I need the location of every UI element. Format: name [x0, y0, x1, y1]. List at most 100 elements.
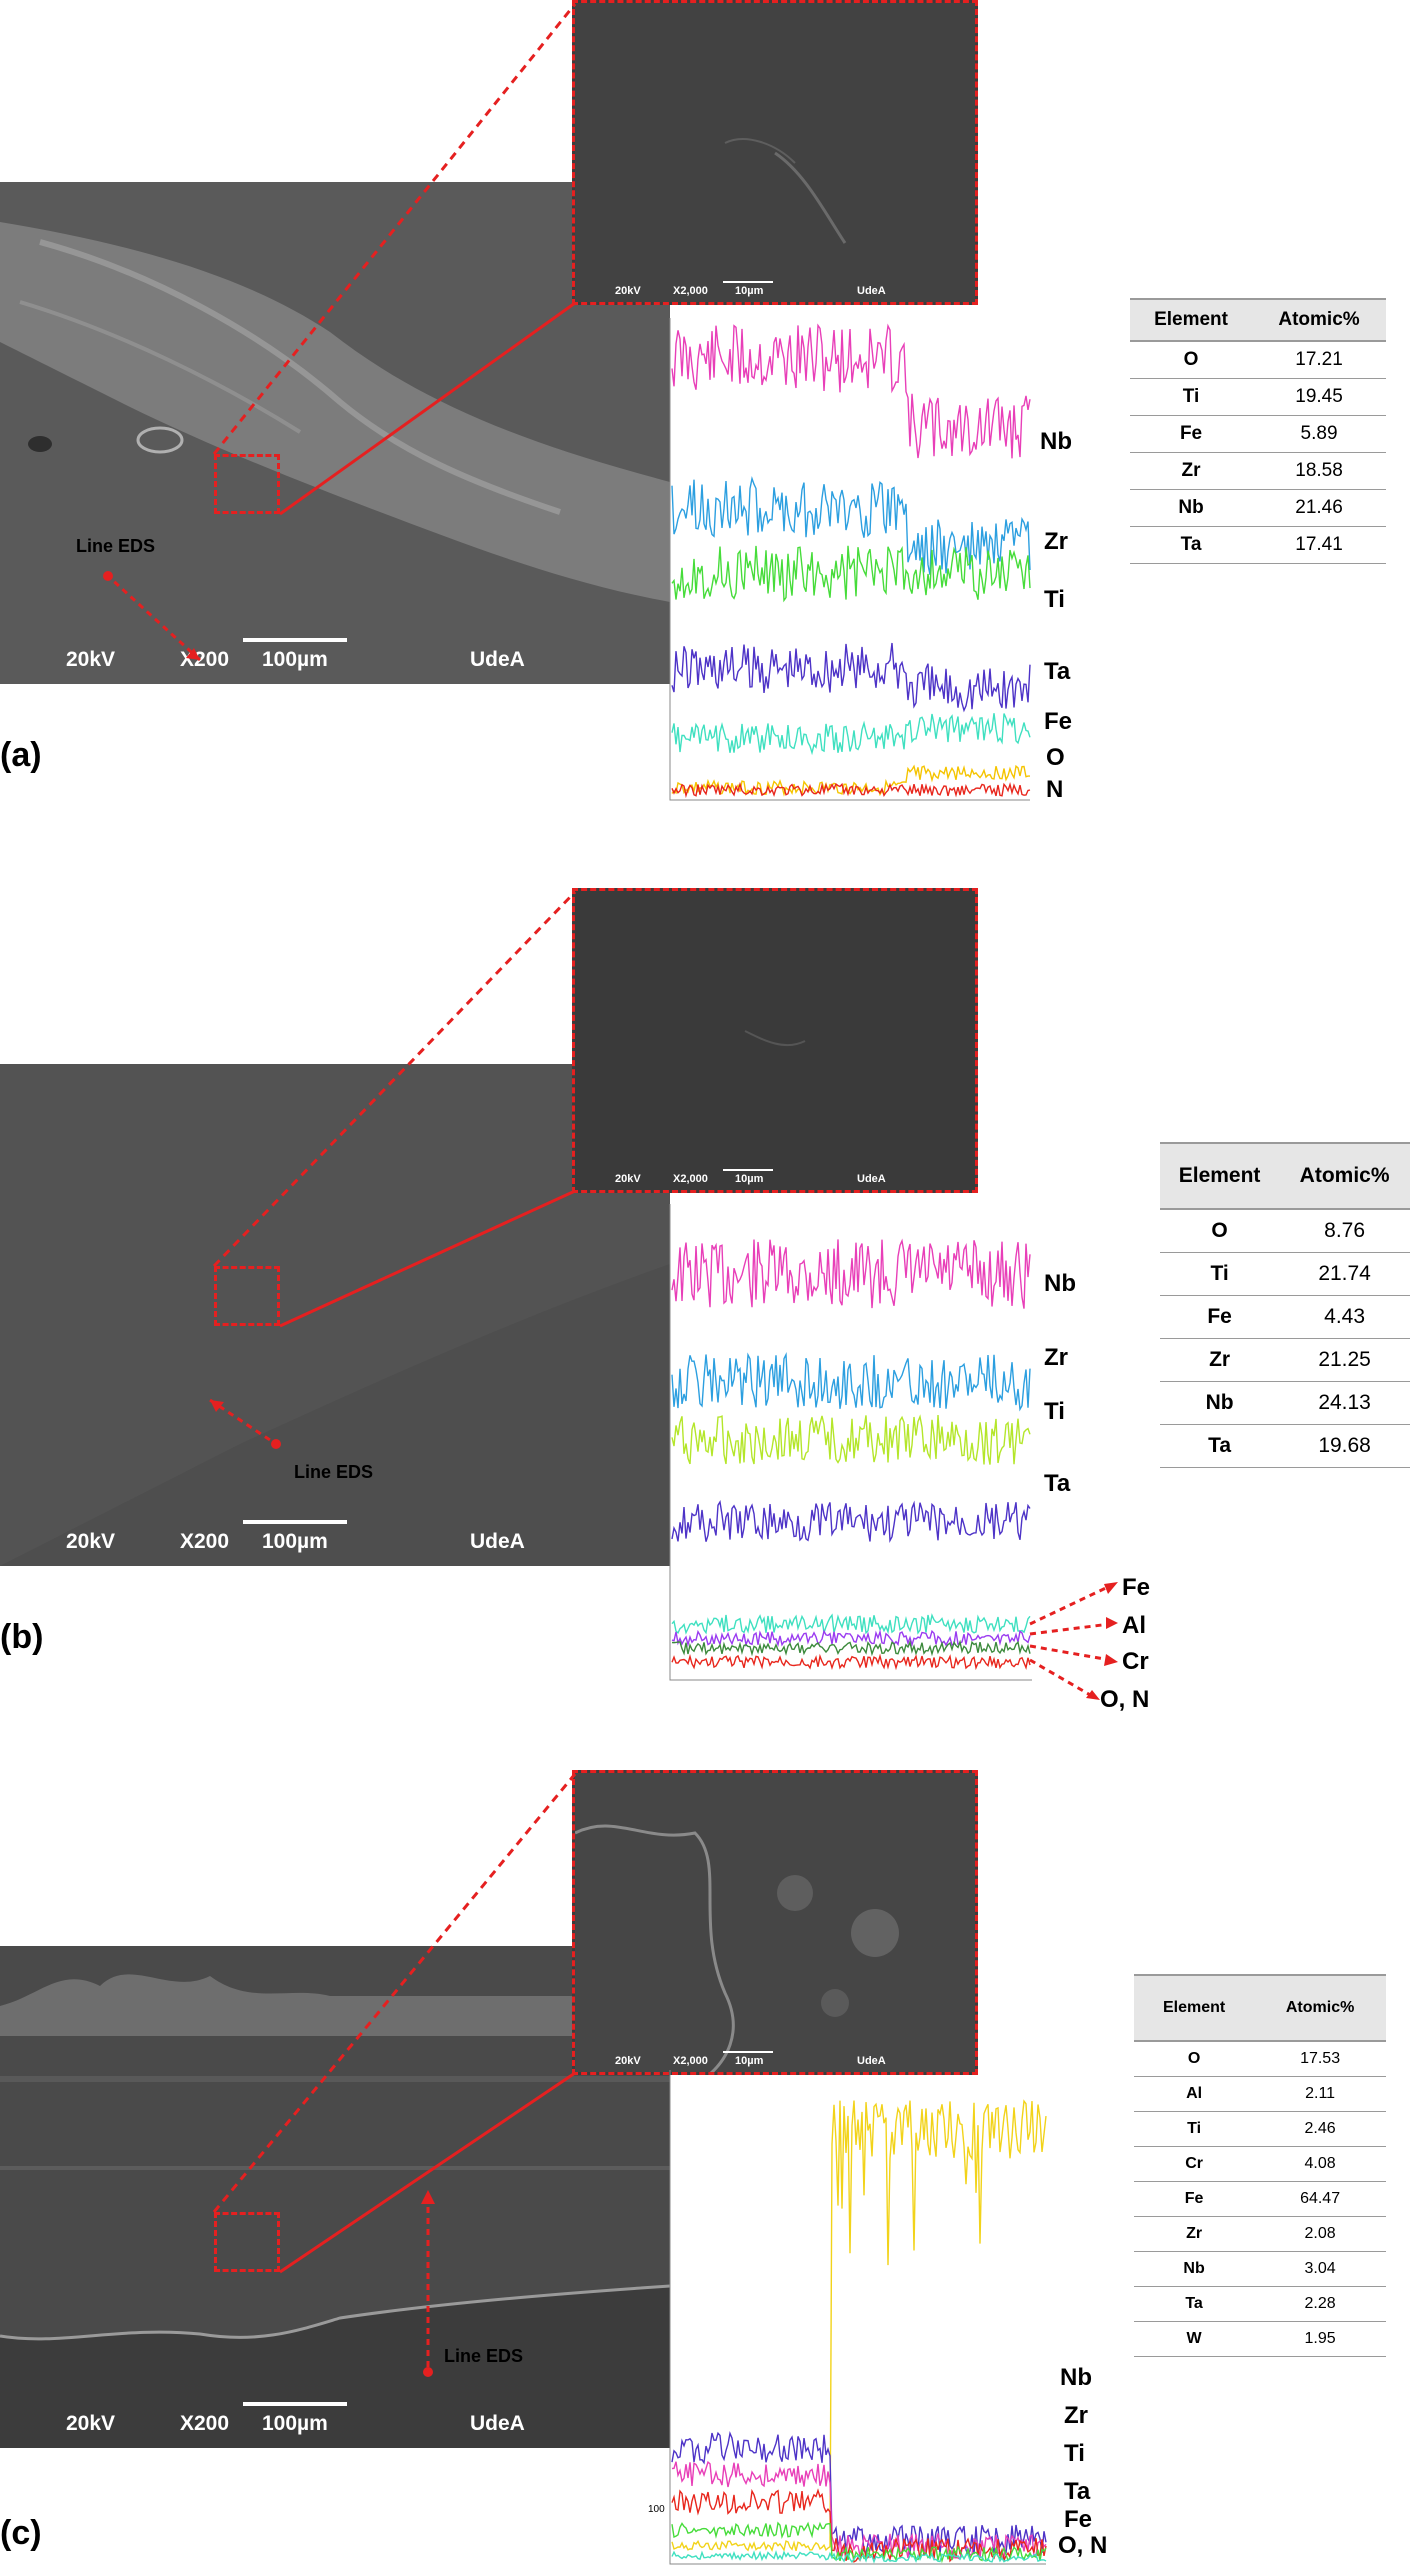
sem-image-b: Line EDS 20kV X200 100µm UdeA [0, 1064, 670, 1566]
scale-bar-b [243, 1520, 347, 1524]
table-cell-atomic: 2.28 [1254, 2286, 1386, 2322]
table-cell-element: Ti [1134, 2111, 1255, 2147]
sem-mag-a: X200 [180, 648, 230, 671]
inset-image-a: 20kV X2,000 10µm UdeA [572, 0, 978, 305]
inset-kv-a: 20kV [615, 285, 641, 297]
inset-scale-a: 10µm [735, 285, 764, 297]
series-label-ta-b: Ta [1044, 1470, 1071, 1497]
inset-kv-c: 20kV [615, 2055, 641, 2067]
table-header-atomic: Atomic% [1279, 1142, 1410, 1210]
series-label-cr-b: Cr [1122, 1648, 1149, 1675]
table-cell-atomic: 21.46 [1252, 489, 1386, 527]
inset-mag-c: X2,000 [673, 2055, 708, 2067]
inset-info-bar-c: 20kV X2,000 10µm UdeA [575, 2050, 975, 2072]
table-cell-element: Fe [1134, 2181, 1255, 2217]
line-eds-label-b: Line EDS [294, 1462, 374, 1482]
eds-linescan-a [669, 318, 1031, 801]
inset-texture-b [575, 891, 975, 1190]
table-cell-atomic: 2.11 [1254, 2076, 1386, 2112]
inset-image-c: 20kV X2,000 10µm UdeA [572, 1770, 978, 2075]
table-cell-atomic: 1.95 [1254, 2321, 1386, 2357]
inset-scale-bar-c [723, 2051, 773, 2053]
table-cell-atomic: 19.68 [1279, 1424, 1410, 1468]
inset-scale-c: 10µm [735, 2055, 764, 2067]
table-cell-element: Fe [1160, 1295, 1280, 1339]
trace-fe-c [671, 2099, 1047, 2552]
sem-org-a: UdeA [470, 648, 525, 671]
sem-scale-b: 100µm [262, 1530, 328, 1553]
table-cell-element: Al [1134, 2076, 1255, 2112]
line-eds-label-a: Line EDS [76, 536, 156, 556]
table-cell-atomic: 4.08 [1254, 2146, 1386, 2182]
table-row: Ti 19.45 [1130, 378, 1386, 416]
table-row: Al 2.11 [1134, 2076, 1386, 2112]
sem-info-bar-c: 20kV X200 100µm UdeA [0, 2408, 670, 2448]
sem-mag-b: X200 [180, 1530, 230, 1553]
table-row: Nb 3.04 [1134, 2251, 1386, 2287]
table-cell-element: O [1134, 2041, 1255, 2077]
inset-info-bar-b: 20kV X2,000 10µm UdeA [575, 1168, 975, 1190]
sem-image-c: Line EDS 20kV X200 100µm UdeA [0, 1946, 670, 2448]
series-label-nb-a: Nb [1040, 428, 1072, 455]
sem-scale-a: 100µm [262, 648, 328, 671]
atomic-table-a: Element Atomic% O 17.21 Ti 19.45 Fe 5.89 Zr 18.… [1130, 298, 1386, 564]
series-label-fe-b: Fe [1122, 1574, 1151, 1601]
roi-box-a [214, 454, 280, 514]
trace-ta-c [671, 2521, 1047, 2564]
series-label-zr-c: Zr [1064, 2402, 1088, 2429]
sem-kv-c: 20kV [66, 2412, 116, 2435]
trace-fe-b [671, 1613, 1031, 1635]
table-header-element: Element [1130, 298, 1253, 342]
table-row: Zr 21.25 [1160, 1338, 1410, 1382]
trace-n-a [671, 781, 1031, 799]
panel-label-a: (a) [0, 736, 42, 774]
series-label-zr-a: Zr [1044, 528, 1068, 555]
table-cell-atomic: 19.45 [1252, 378, 1386, 416]
sem-org-c: UdeA [470, 2412, 525, 2435]
panel-b: Line EDS 20kV X200 100µm UdeA 20kV X2,00… [0, 888, 1416, 1738]
table-cell-atomic: 17.41 [1252, 526, 1386, 564]
sem-kv-a: 20kV [66, 648, 116, 671]
table-cell-atomic: 8.76 [1279, 1209, 1410, 1253]
trace-on-c [671, 2550, 1047, 2564]
table-cell-element: Ti [1160, 1252, 1280, 1296]
panel-a: Line EDS 20kV X200 100µm UdeA 20kV X2,00… [0, 0, 1416, 820]
sem-info-bar-a: 20kV X200 100µm UdeA [0, 644, 670, 684]
sem-kv-b: 20kV [66, 1530, 116, 1553]
table-cell-atomic: 24.13 [1279, 1381, 1410, 1425]
inset-mag-a: X2,000 [673, 285, 708, 297]
inset-org-a: UdeA [857, 285, 886, 297]
plot-axes-c [669, 2070, 1046, 2565]
panel-label-b: (b) [0, 1618, 44, 1656]
table-cell-element: O [1130, 341, 1253, 379]
table-cell-atomic: 18.58 [1252, 452, 1386, 490]
table-cell-element: Ti [1130, 378, 1253, 416]
table-row: Ta 19.68 [1160, 1424, 1410, 1468]
scale-bar-c [243, 2402, 347, 2406]
table-row: O 8.76 [1160, 1209, 1410, 1253]
series-label-ta-a: Ta [1044, 658, 1071, 685]
line-eds-label-c: Line EDS [444, 2346, 524, 2366]
table-row: Nb 21.46 [1130, 489, 1386, 527]
inset-texture-c [575, 1773, 975, 2072]
trace-ta-a [671, 642, 1031, 713]
plot-axes-b [669, 1204, 1032, 1681]
sem-texture-b [0, 1064, 670, 1566]
table-header-atomic: Atomic% [1254, 1974, 1386, 2042]
trace-ta-b [671, 1500, 1031, 1544]
table-cell-atomic: 21.25 [1279, 1338, 1410, 1382]
table-cell-element: Zr [1134, 2216, 1255, 2252]
inset-org-b: UdeA [857, 1173, 886, 1185]
table-cell-element: Zr [1130, 452, 1253, 490]
trace-nb-b [671, 1238, 1031, 1309]
trace-on-b [671, 1653, 1031, 1671]
table-cell-atomic: 4.43 [1279, 1295, 1410, 1339]
table-row: Ti 2.46 [1134, 2111, 1386, 2147]
trace-fe-a [671, 713, 1031, 756]
plot-axes-a [669, 318, 1030, 801]
sem-texture-c [0, 1946, 670, 2448]
sem-texture-a [0, 182, 670, 684]
table-header-element: Element [1134, 1974, 1255, 2042]
scale-bar-a [243, 638, 347, 642]
atomic-table-b: Element Atomic% O 8.76 Ti 21.74 Fe 4.43 Zr 21.2… [1160, 1142, 1410, 1468]
